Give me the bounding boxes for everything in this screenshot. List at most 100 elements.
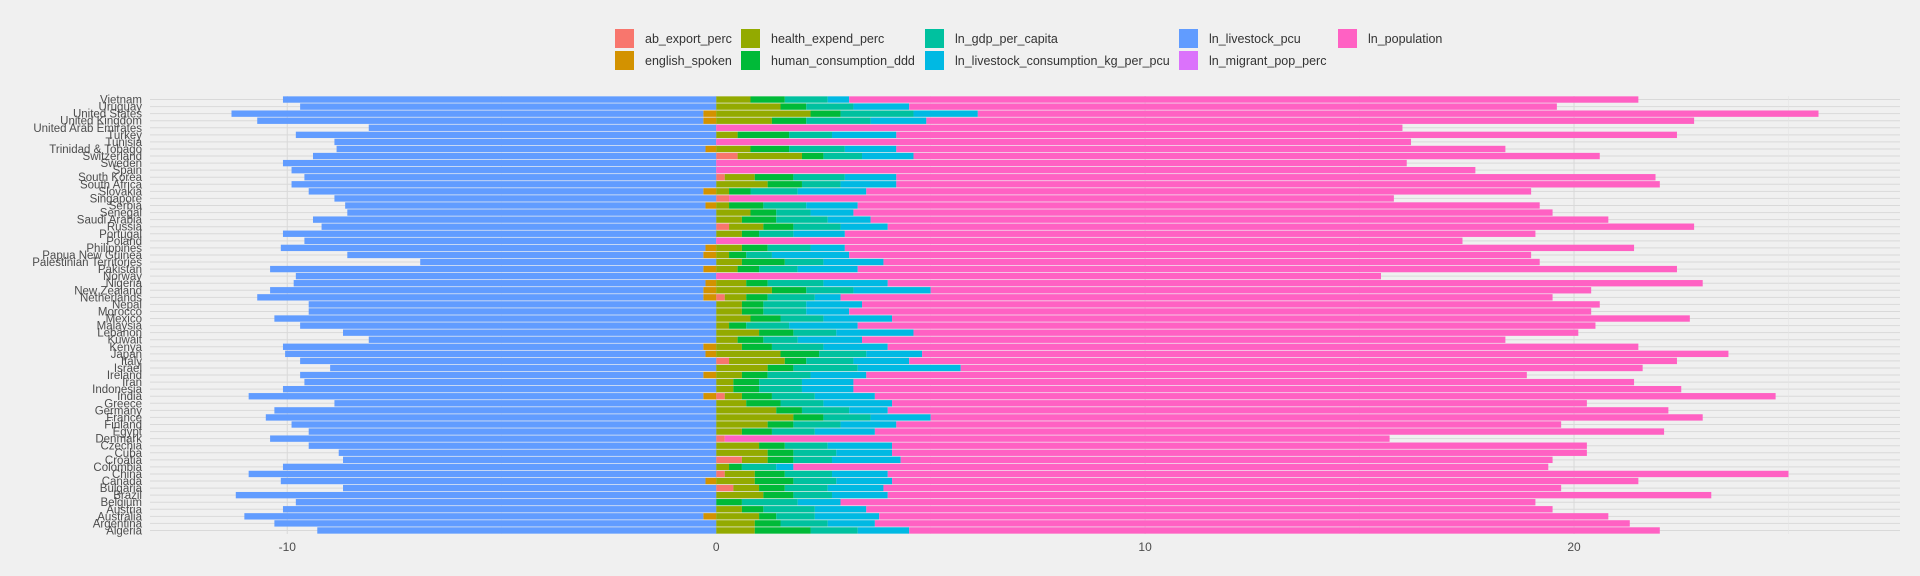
bar-segment-singapore-ln-livestock-pcu — [334, 195, 717, 202]
bar-segment-belgium-ln-gdp-per-capita — [741, 499, 798, 506]
bar-segment-south-korea-ab-export-perc — [716, 174, 725, 181]
bar-segment-uruguay-human-consumption-ddd — [780, 103, 807, 110]
bar-segment-serbia-ln-livestock-consumption-kg-per-pcu — [806, 202, 858, 209]
bar-segment-russia-ln-gdp-per-capita — [793, 223, 841, 230]
legend-swatch-ln-livestock-pcu — [1179, 29, 1198, 48]
bar-segment-israel-ln-population — [960, 364, 1643, 372]
bar-segment-philippines-ln-gdp-per-capita — [767, 244, 811, 252]
bar-segment-austria-ln-population — [866, 506, 1553, 513]
bar-segment-japan-ln-gdp-per-capita — [819, 350, 867, 358]
bar-segment-algeria-ln-population — [909, 527, 1660, 534]
category-label: Indonesia — [92, 384, 142, 396]
bar-segment-israel-ln-gdp-per-capita — [793, 364, 858, 372]
bar-segment-south-korea-health-expend-perc — [724, 174, 755, 181]
bar-segment-iran-health-expend-perc — [716, 378, 734, 386]
bar-segment-algeria-ln-livestock-pcu — [317, 527, 717, 534]
category-label: Switzerland — [83, 151, 142, 163]
bar-segment-turkey-ln-gdp-per-capita — [789, 131, 832, 139]
bar-segment-netherlands-ln-livestock-consumption-kg-per-pcu — [814, 294, 841, 301]
bar-segment-israel-health-expend-perc — [716, 364, 768, 372]
category-label: Nigeria — [106, 278, 143, 290]
bar-segment-saudi-arabia-ln-population — [870, 216, 1609, 223]
x-tick-label: 10 — [1138, 540, 1152, 554]
category-label: Sweden — [100, 158, 142, 170]
bar-segment-australia-human-consumption-ddd — [759, 513, 777, 520]
bar-segment-vietnam-ln-livestock-pcu — [282, 96, 717, 103]
bar-segment-finland-human-consumption-ddd — [767, 421, 794, 428]
bar-segment-serbia-ln-population — [857, 202, 1540, 209]
bar-segment-italy-health-expend-perc — [729, 357, 785, 365]
bar-segment-croatia-human-consumption-ddd — [767, 456, 794, 464]
bar-segment-south-africa-ln-livestock-consumption-kg-per-pcu — [840, 181, 897, 188]
bar-segment-india-ln-gdp-per-capita — [771, 393, 815, 400]
bar-segment-south-africa-health-expend-perc — [716, 181, 768, 188]
bar-segment-india-ln-population — [874, 393, 1776, 400]
bar-segment-israel-ln-livestock-pcu — [330, 364, 717, 372]
bar-segment-saudi-arabia-human-consumption-ddd — [741, 216, 777, 223]
bar-segment-france-health-expend-perc — [716, 414, 794, 421]
bar-segment-france-ln-livestock-pcu — [265, 414, 717, 421]
bar-segment-india-english-spoken — [703, 393, 717, 400]
bar-segment-austria-ln-gdp-per-capita — [763, 506, 815, 513]
bar-segment-united-states-ln-livestock-pcu — [231, 110, 704, 117]
bar-segment-palestinian-territories-human-consumption-ddd — [741, 258, 785, 266]
legend-label: ln_population — [1368, 32, 1442, 46]
bar-segment-brazil-human-consumption-ddd — [763, 491, 794, 499]
bar-segment-trinidad-tobago-ln-livestock-consumption-kg-per-pcu — [844, 145, 897, 153]
bar-segment-brazil-ln-population — [887, 491, 1712, 499]
bar-segment-kenya-ln-livestock-consumption-kg-per-pcu — [823, 343, 888, 350]
category-label: Cuba — [115, 448, 143, 460]
bar-segment-greece-human-consumption-ddd — [746, 400, 781, 407]
x-tick-label: -10 — [279, 540, 297, 554]
bar-segment-pakistan-ln-population — [857, 265, 1677, 273]
bar-segment-turkey-human-consumption-ddd — [737, 131, 790, 139]
bar-segment-nigeria-english-spoken — [705, 280, 717, 287]
bar-segment-united-states-english-spoken — [703, 110, 717, 117]
bar-segment-saudi-arabia-health-expend-perc — [716, 216, 742, 223]
bar-segment-slovakia-human-consumption-ddd — [729, 188, 751, 195]
bar-segment-australia-ln-livestock-pcu — [244, 513, 704, 520]
bar-segment-new-zealand-ln-population — [930, 287, 1592, 294]
bar-segment-croatia-ln-livestock-pcu — [343, 456, 717, 464]
bar-segment-canada-ln-livestock-consumption-kg-per-pcu — [836, 477, 893, 485]
bar-segment-china-ab-export-perc — [716, 470, 725, 478]
bar-segment-ireland-ln-livestock-consumption-kg-per-pcu — [810, 371, 867, 379]
bar-segment-france-human-consumption-ddd — [793, 414, 824, 421]
bar-segment-nepal-health-expend-perc — [716, 301, 742, 308]
category-label: Denmark — [95, 434, 142, 446]
bar-segment-brazil-health-expend-perc — [716, 491, 764, 499]
bar-segment-algeria-health-expend-perc — [716, 527, 755, 534]
bar-segment-slovakia-ln-livestock-pcu — [308, 188, 704, 195]
bar-segment-saudi-arabia-ln-livestock-consumption-kg-per-pcu — [827, 216, 871, 223]
bar-segment-italy-ln-gdp-per-capita — [806, 357, 854, 365]
bar-segment-croatia-health-expend-perc — [741, 456, 768, 464]
bar-segment-trinidad-tobago-ln-population — [896, 145, 1506, 153]
bar-segment-switzerland-ab-export-perc — [716, 152, 738, 160]
bar-segment-morocco-human-consumption-ddd — [741, 308, 764, 315]
category-label: Canada — [102, 476, 143, 488]
bar-segment-trinidad-tobago-ln-livestock-pcu — [336, 145, 706, 153]
bar-segment-india-ln-livestock-pcu — [248, 393, 704, 400]
bar-segment-argentina-ln-gdp-per-capita — [780, 520, 828, 527]
bar-segment-australia-ln-gdp-per-capita — [776, 513, 815, 520]
bar-segment-new-zealand-health-expend-perc — [716, 287, 772, 294]
bar-segment-switzerland-ln-livestock-consumption-kg-per-pcu — [862, 152, 914, 160]
bar-segment-nepal-ln-population — [862, 301, 1600, 308]
category-label: Malaysia — [97, 321, 143, 333]
bar-segment-kuwait-health-expend-perc — [716, 336, 738, 343]
bar-segment-philippines-health-expend-perc — [716, 244, 742, 252]
bar-segment-south-korea-human-consumption-ddd — [754, 174, 794, 181]
category-label: Algeria — [106, 525, 142, 537]
bar-segment-south-korea-ln-livestock-consumption-kg-per-pcu — [844, 174, 897, 181]
bar-segment-russia-human-consumption-ddd — [763, 223, 794, 230]
bar-segment-malaysia-health-expend-perc — [716, 322, 730, 329]
bar-segment-pakistan-ln-livestock-consumption-kg-per-pcu — [797, 265, 858, 273]
bar-segment-new-zealand-ln-livestock-consumption-kg-per-pcu — [853, 287, 931, 294]
bar-segment-nepal-ln-livestock-consumption-kg-per-pcu — [806, 301, 863, 308]
bar-segment-united-kingdom-health-expend-perc — [716, 117, 772, 124]
bar-segment-indonesia-ln-livestock-pcu — [282, 385, 717, 393]
category-label: Argentina — [93, 518, 143, 530]
bar-segment-canada-ln-gdp-per-capita — [793, 477, 837, 485]
category-label: France — [106, 412, 142, 424]
category-label: Turkey — [107, 130, 142, 142]
